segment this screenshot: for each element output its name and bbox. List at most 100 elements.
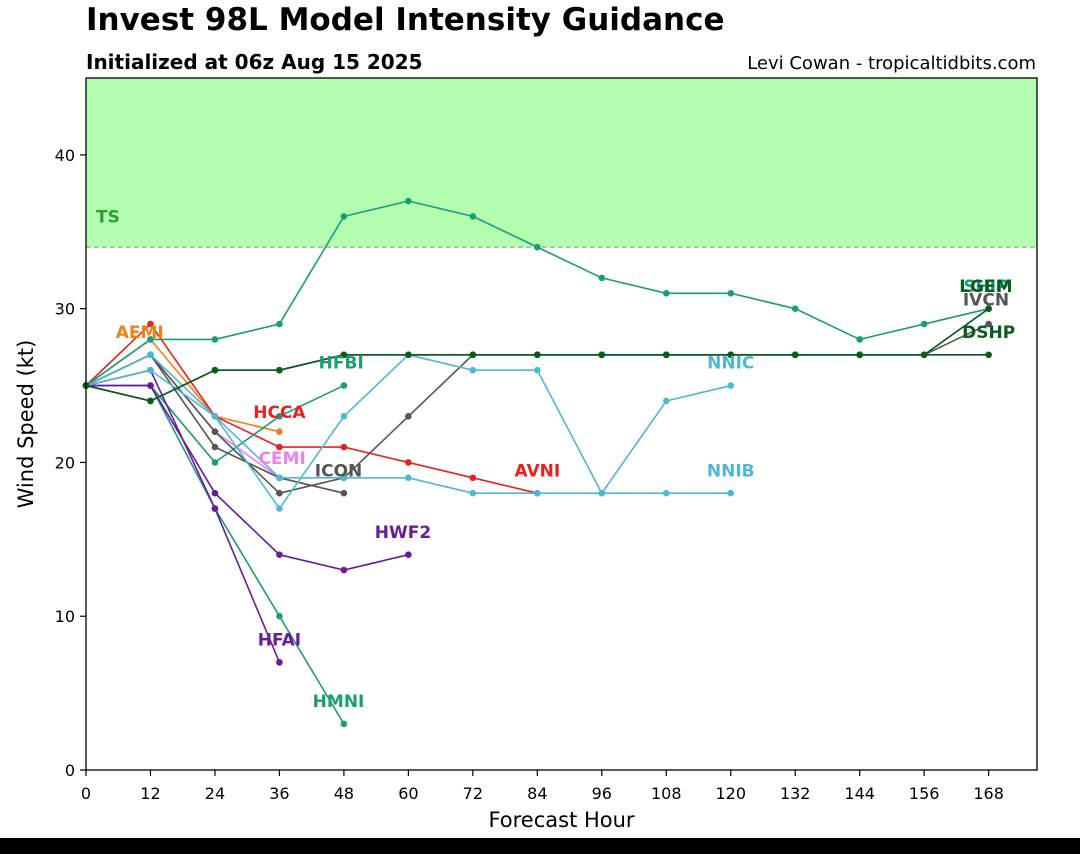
point-ship-156 (920, 320, 928, 328)
point-dshp-156 (920, 351, 928, 359)
point-nnib-48 (340, 474, 348, 482)
point-hfbi-24 (211, 459, 219, 466)
point-dshp-24 (211, 366, 219, 374)
series-line-hwf2 (86, 384, 409, 571)
point-ship-60 (405, 197, 412, 205)
point-dshp-168 (985, 351, 992, 359)
point-nnib-72 (469, 489, 477, 497)
series-label-avni: AVNI (514, 461, 560, 481)
x-tick-label-144: 144 (844, 784, 875, 803)
point-hcca-60 (405, 459, 412, 466)
x-tick-label-72: 72 (463, 784, 483, 803)
series-label-lgem: LGEM (959, 277, 1012, 297)
point-nnic-36 (276, 505, 283, 512)
point-ship-132 (791, 305, 799, 312)
point-hfai-24 (211, 505, 219, 512)
plot-frame (85, 77, 1038, 771)
x-axis-label: Forecast Hour (488, 808, 634, 832)
point-ship-36 (276, 320, 283, 328)
point-ship-12 (147, 336, 154, 343)
point-ship-144 (856, 336, 863, 343)
point-dshp-120 (727, 351, 735, 359)
series-line-hcca (85, 322, 538, 494)
series-label-icon: ICON (315, 461, 362, 481)
point-nnic-48 (340, 413, 348, 420)
y-tick-label-20: 20 (55, 453, 75, 472)
point-lgem-168 (985, 305, 992, 312)
chart-title: Invest 98L Model Intensity Guidance (86, 2, 725, 38)
point-hcca-48 (340, 443, 348, 451)
point-dshp-36 (276, 366, 283, 374)
series-line-cemi (85, 353, 280, 479)
point-nnic-12 (147, 351, 154, 359)
point-ship-84 (534, 243, 541, 251)
x-tick-label-48: 48 (334, 784, 354, 803)
point-dshp-108 (662, 351, 670, 359)
x-tick-label-96: 96 (592, 784, 612, 803)
bottom-bar (0, 838, 1080, 854)
point-hwf2-12 (147, 382, 154, 389)
point-nnic-108 (662, 397, 670, 405)
series-label-nnib: NNIB (707, 461, 755, 481)
point-dshp-84 (534, 351, 541, 359)
series-label-ivcn: IVCN (963, 291, 1009, 311)
point-nnic-72 (469, 366, 477, 374)
point-hcca-72 (469, 474, 477, 482)
point-ship-72 (469, 213, 477, 220)
series-label-ship: SHIP (963, 277, 1008, 297)
point-ivcn-36 (276, 489, 283, 497)
y-tick-label-40: 40 (55, 146, 75, 165)
point-nnib-36 (276, 474, 283, 482)
point-ship-24 (211, 336, 219, 343)
point-icon-48 (340, 489, 348, 497)
point-dshp-72 (469, 351, 477, 359)
series-label-hcca: HCCA (253, 403, 306, 423)
x-tick-label-132: 132 (780, 784, 811, 803)
x-tick-label-60: 60 (398, 784, 418, 803)
series-line-dshp (85, 353, 989, 402)
series-label-hwf2: HWF2 (375, 523, 431, 543)
point-hmni-36 (276, 612, 283, 620)
point-hfbi-48 (340, 382, 348, 389)
point-ship-96 (598, 274, 606, 282)
series-label-hmni: HMNI (313, 692, 365, 712)
series-label-cemi: CEMI (258, 449, 305, 469)
x-tick-label-24: 24 (205, 784, 225, 803)
y-tick-label-30: 30 (55, 300, 75, 319)
point-nnib-96 (598, 489, 606, 497)
point-hcca-12 (147, 320, 154, 328)
point-nnib-60 (405, 474, 412, 482)
point-icon-24 (211, 443, 219, 451)
point-nnic-120 (727, 382, 735, 389)
point-ship-120 (727, 289, 735, 297)
series-label-aemi: AEMI (116, 323, 164, 343)
point-aemi-36 (276, 428, 283, 435)
series-label-nnic: NNIC (707, 354, 754, 374)
series-label-hfbi: HFBI (319, 354, 364, 374)
point-nnib-12 (147, 366, 154, 374)
ts-label: TS (96, 207, 120, 227)
point-hcca-36 (276, 443, 283, 451)
point-hwf2-60 (405, 551, 412, 559)
x-tick-label-12: 12 (140, 784, 160, 803)
point-nnib-84 (534, 489, 541, 497)
x-tick-label-168: 168 (973, 784, 1004, 803)
point-nnic-84 (534, 366, 541, 374)
point-ship-48 (340, 213, 348, 220)
x-tick-label-120: 120 (715, 784, 746, 803)
series-label-hfai: HFAI (258, 630, 301, 650)
point-dshp-96 (598, 351, 606, 359)
point-ship-108 (662, 289, 670, 297)
point-nnib-24 (211, 413, 219, 420)
point-ivcn-24 (211, 428, 219, 435)
point-dshp-12 (147, 397, 154, 405)
x-tick-label-108: 108 (651, 784, 682, 803)
series-label-dshp: DSHP (962, 323, 1015, 343)
point-hwf2-24 (211, 489, 219, 497)
point-dshp-144 (856, 351, 863, 359)
point-nnib-108 (662, 489, 670, 497)
point-nnib-120 (727, 489, 735, 497)
series-line-hfai (85, 369, 281, 663)
y-tick-label-0: 0 (65, 761, 75, 780)
